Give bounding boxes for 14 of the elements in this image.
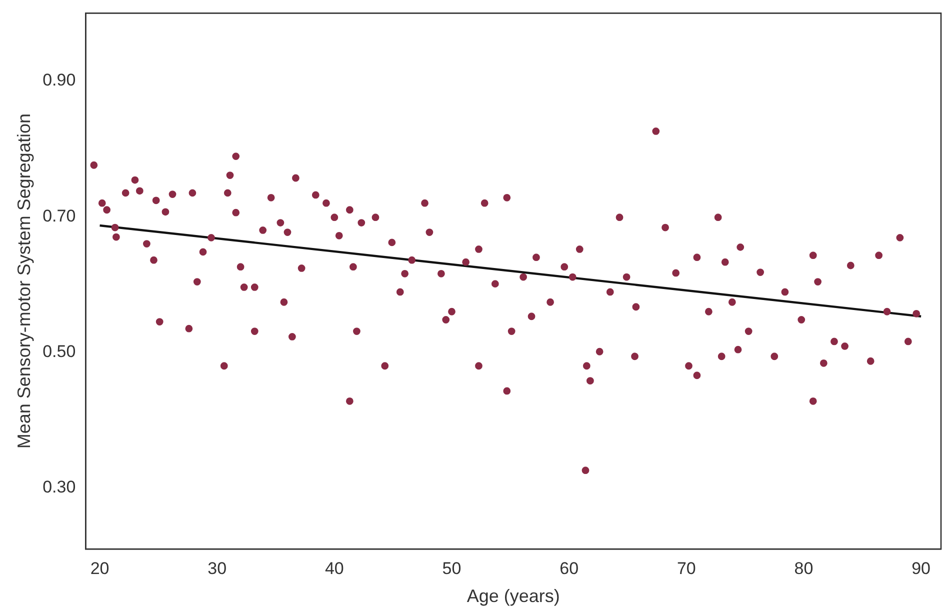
y-tick-label: 0.30 [42, 478, 76, 497]
x-axis-title: Age (years) [466, 586, 560, 606]
y-tick-label: 0.70 [42, 206, 76, 226]
x-tick-label: 50 [442, 558, 462, 578]
x-tick-label: 70 [676, 558, 696, 578]
x-tick-label: 30 [208, 558, 227, 578]
y-tick-label: 0.90 [42, 70, 76, 90]
x-tick-label: 20 [90, 558, 110, 578]
x-tick-label: 80 [794, 558, 814, 578]
x-tick-label: 60 [560, 558, 579, 578]
x-tick-label: 40 [324, 558, 344, 578]
x-tick-label: 90 [912, 558, 931, 578]
y-axis-title: Mean Sensory-motor System Segregation [14, 114, 34, 449]
y-tick-label: 0.50 [42, 342, 76, 361]
